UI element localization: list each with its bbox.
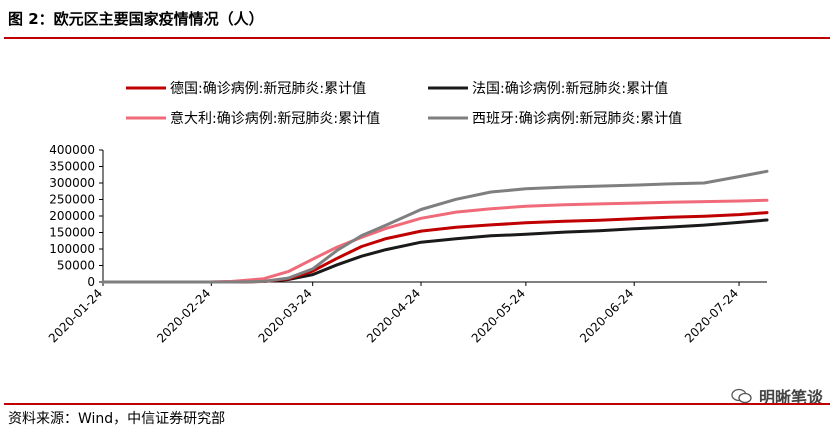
y-tick-label: 250000 <box>49 193 95 207</box>
bottom-divider <box>4 403 830 405</box>
series-line-2 <box>101 198 769 284</box>
watermark-text: 明晰笔谈 <box>758 388 823 407</box>
x-tick-label: 2020-05-24 <box>469 286 528 345</box>
source-note: 资料来源：Wind，中信证券研究部 <box>8 411 226 427</box>
y-tick-label: 50000 <box>57 259 95 273</box>
legend-label-0: 德国:确诊病例:新冠肺炎:累计值 <box>170 81 366 97</box>
y-tick-label: 200000 <box>49 209 95 223</box>
watermark: 明晰笔谈 <box>731 384 823 408</box>
legend: 德国:确诊病例:新冠肺炎:累计值 法国:确诊病例:新冠肺炎:累计值意大利:确诊病例… <box>126 81 682 127</box>
x-tick-label: 2020-01-24 <box>46 286 105 345</box>
legend-label-3: 西班牙:确诊病例:新冠肺炎:累计值 <box>472 111 682 127</box>
y-tick-label: 400000 <box>49 143 95 157</box>
legend-label-1: 法国:确诊病例:新冠肺炎:累计值 <box>472 81 668 97</box>
y-tick-label: 150000 <box>49 226 95 240</box>
y-axis: 400000 350000 300000 250000 200000 150000 1000… <box>49 143 104 289</box>
y-tick-label: 100000 <box>49 242 95 256</box>
y-tick-label: 0 <box>87 275 95 289</box>
legend-label-2: 意大利:确诊病例:新冠肺炎:累计值 <box>170 110 380 127</box>
x-tick-label: 2020-02-24 <box>154 286 213 345</box>
series-lines <box>101 169 769 284</box>
x-axis: 2020-01-24 2020-02-24 2020-03-24 2020-04-24… <box>46 281 767 345</box>
x-tick-label: 2020-06-24 <box>577 286 636 345</box>
series-line-3 <box>101 169 769 284</box>
wechat-icon <box>731 388 752 404</box>
x-tick-label: 2020-04-24 <box>364 286 423 345</box>
top-divider <box>4 37 830 39</box>
y-tick-label: 300000 <box>49 176 95 190</box>
x-tick-label: 2020-03-24 <box>256 286 315 345</box>
x-tick-label: 2020-07-24 <box>682 286 741 345</box>
series-line-0 <box>101 211 769 284</box>
figure-title: 图 2：欧元区主要国家疫情情况（人） <box>8 10 264 28</box>
y-tick-label: 350000 <box>49 160 95 174</box>
